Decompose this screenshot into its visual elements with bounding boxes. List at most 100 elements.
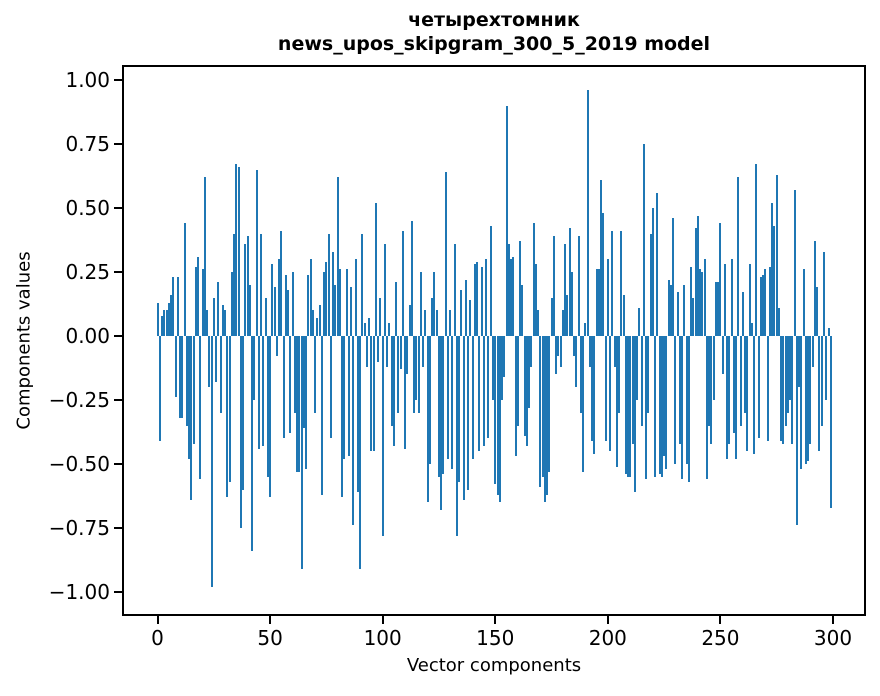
x-tick-label: 150 bbox=[476, 626, 515, 650]
bar bbox=[253, 336, 256, 400]
bar bbox=[210, 336, 213, 587]
bar bbox=[278, 259, 281, 336]
bar bbox=[525, 336, 528, 447]
y-tick-mark bbox=[114, 207, 122, 209]
bar bbox=[523, 336, 526, 436]
bar bbox=[636, 336, 639, 400]
bar bbox=[548, 336, 551, 472]
bar bbox=[784, 336, 787, 426]
bar bbox=[343, 336, 346, 459]
bar bbox=[712, 336, 715, 400]
bar bbox=[165, 310, 168, 336]
bar bbox=[482, 336, 485, 447]
bar bbox=[264, 297, 267, 336]
bar bbox=[507, 243, 510, 336]
bars-layer bbox=[122, 65, 866, 616]
bar bbox=[365, 336, 368, 367]
chart-title-line2: news_upos_skipgram_300_5_2019 model bbox=[277, 33, 711, 55]
bar bbox=[566, 295, 569, 336]
bar bbox=[431, 297, 434, 336]
bar bbox=[541, 336, 544, 477]
bar bbox=[723, 264, 726, 336]
bar bbox=[510, 259, 513, 336]
bar bbox=[647, 336, 650, 413]
bar bbox=[624, 336, 627, 475]
bar bbox=[649, 233, 652, 336]
bar bbox=[190, 336, 193, 500]
bar bbox=[347, 336, 350, 457]
bar bbox=[363, 323, 366, 336]
bar bbox=[442, 336, 445, 475]
bar bbox=[512, 256, 515, 336]
bar bbox=[408, 305, 411, 336]
bar bbox=[372, 336, 375, 452]
bar bbox=[356, 336, 359, 493]
bar bbox=[417, 336, 420, 413]
bar bbox=[591, 336, 594, 441]
bar bbox=[307, 274, 310, 336]
y-tick-label: 0.00 bbox=[65, 324, 110, 348]
bar bbox=[203, 177, 206, 336]
bar bbox=[746, 336, 749, 452]
bar bbox=[161, 315, 163, 336]
bar bbox=[392, 336, 395, 447]
bar bbox=[296, 336, 299, 472]
plot-area bbox=[122, 65, 866, 616]
bar bbox=[212, 297, 215, 336]
bar bbox=[575, 336, 578, 388]
bar bbox=[453, 243, 456, 336]
bar bbox=[289, 336, 292, 434]
bar bbox=[492, 336, 494, 400]
bar bbox=[669, 284, 672, 336]
bar bbox=[820, 336, 823, 426]
bar bbox=[660, 336, 663, 477]
bar bbox=[282, 336, 285, 439]
bar bbox=[233, 233, 236, 336]
bar bbox=[413, 336, 416, 413]
bar bbox=[386, 336, 389, 367]
x-tick-label: 250 bbox=[701, 626, 740, 650]
bar bbox=[471, 336, 474, 459]
y-axis-label: Components values bbox=[13, 251, 35, 430]
bar bbox=[194, 266, 197, 336]
bar bbox=[390, 336, 393, 426]
bar bbox=[478, 336, 481, 452]
x-tick-label: 300 bbox=[813, 626, 853, 650]
bar bbox=[176, 277, 179, 336]
bar bbox=[829, 336, 832, 508]
bar bbox=[559, 336, 562, 367]
bar bbox=[530, 336, 533, 367]
bar bbox=[293, 336, 296, 413]
bar bbox=[811, 336, 814, 367]
bar bbox=[291, 272, 294, 336]
x-tick-label: 200 bbox=[588, 626, 627, 650]
bar bbox=[609, 336, 612, 452]
bar bbox=[714, 282, 717, 336]
bar bbox=[235, 164, 238, 336]
bar bbox=[762, 274, 765, 336]
bar bbox=[505, 105, 508, 336]
bar bbox=[550, 297, 553, 336]
bar bbox=[638, 307, 641, 336]
bar bbox=[813, 241, 816, 336]
bar bbox=[532, 223, 535, 336]
bar bbox=[584, 323, 587, 336]
bar bbox=[577, 236, 580, 336]
bar bbox=[613, 336, 616, 367]
bar bbox=[192, 336, 195, 444]
bar bbox=[555, 336, 558, 375]
bar bbox=[602, 213, 605, 336]
bar bbox=[629, 336, 632, 477]
bar bbox=[388, 323, 391, 336]
bar bbox=[539, 336, 542, 488]
bar bbox=[271, 264, 274, 336]
bar bbox=[534, 264, 537, 336]
bar bbox=[381, 336, 384, 536]
bar bbox=[219, 336, 222, 413]
y-tick-label: −0.25 bbox=[48, 388, 110, 412]
bar bbox=[604, 336, 607, 441]
bar bbox=[406, 336, 409, 375]
bar bbox=[426, 336, 429, 503]
bar bbox=[446, 336, 449, 459]
bar bbox=[498, 336, 501, 503]
